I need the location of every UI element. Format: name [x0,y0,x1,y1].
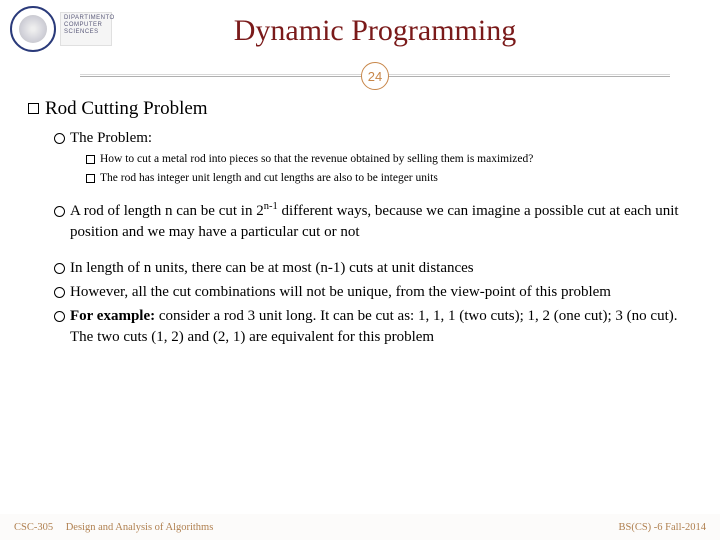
superscript: n-1 [264,201,278,212]
bullet-level3: How to cut a metal rod into pieces so th… [86,152,692,168]
text-fragment: A rod of length n can be cut in 2 [70,203,264,219]
bullet-level3: The rod has integer unit length and cut … [86,171,692,187]
department-label: DIPARTIMENTO COMPUTER SCIENCES [60,12,112,46]
university-logo-icon [10,6,56,52]
bold-label: For example: [70,308,155,324]
page-number-badge: 24 [361,62,389,90]
subheading-level2: The Problem: [54,128,692,148]
bullet-level2: However, all the cut combinations will n… [54,282,692,302]
footer: CSC-305 Design and Analysis of Algorithm… [0,514,720,540]
footer-right: BS(CS) -6 Fall-2014 [618,522,706,533]
spacer [28,246,692,258]
heading-text: Rod Cutting Problem [45,98,208,119]
bullet-level2: For example: consider a rod 3 unit long.… [54,306,692,347]
course-code: CSC-305 [14,522,53,533]
spacer [28,189,692,201]
slide-title: Dynamic Programming [70,8,680,62]
bullet-level2: In length of n units, there can be at mo… [54,258,692,278]
heading-level1: Rod Cutting Problem [28,98,692,120]
slide: DIPARTIMENTO COMPUTER SCIENCES Dynamic P… [0,0,720,540]
bullet-level2: A rod of length n can be cut in 2n-1 dif… [54,201,692,242]
footer-left: CSC-305 Design and Analysis of Algorithm… [14,522,213,533]
content-area: Rod Cutting Problem The Problem: How to … [0,88,720,347]
logo-inner-icon [19,15,47,43]
page-number-divider: 24 [70,64,680,88]
logo-group: DIPARTIMENTO COMPUTER SCIENCES [10,6,112,52]
square-bullet-icon [28,103,39,114]
course-name: Design and Analysis of Algorithms [66,522,214,533]
header: DIPARTIMENTO COMPUTER SCIENCES Dynamic P… [0,0,720,88]
text-fragment: consider a rod 3 unit long. It can be cu… [70,308,678,344]
